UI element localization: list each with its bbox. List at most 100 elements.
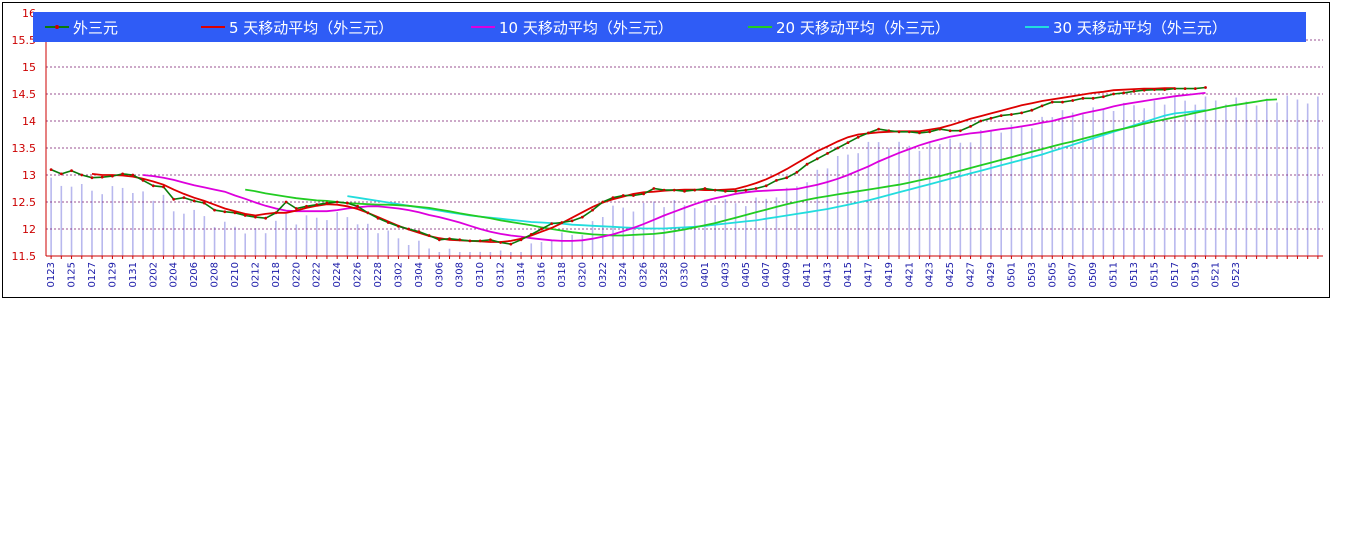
x-tick-label: 0401 [700, 262, 711, 287]
price-point [100, 175, 104, 179]
price-point [621, 194, 625, 197]
price-point [1132, 89, 1136, 93]
x-tick-label: 0519 [1190, 262, 1201, 287]
x-tick-label: 0212 [250, 262, 261, 287]
price-point [1061, 100, 1064, 104]
price-point [488, 238, 492, 242]
legend-background [33, 12, 1306, 42]
x-tick-label: 0423 [925, 262, 936, 287]
price-point [754, 187, 758, 190]
price-point [570, 219, 574, 223]
price-point [958, 129, 962, 133]
x-tick-label: 0306 [434, 262, 445, 287]
price-point [591, 208, 594, 212]
price-point [90, 176, 94, 180]
x-tick-label: 0310 [475, 262, 486, 287]
price-point [652, 187, 656, 190]
price-point [131, 173, 135, 177]
price-point [182, 196, 186, 200]
price-point [1183, 87, 1187, 90]
x-tick-label: 0129 [107, 262, 118, 287]
x-tick-label: 0523 [1231, 262, 1242, 287]
price-point [744, 188, 748, 192]
chart-frame: 11.5 12 12.5 13 13.5 14 14.5 15 15.5 16 0123 0125 0… [2, 2, 1330, 298]
price-point [1204, 86, 1207, 89]
price-point [918, 131, 921, 135]
price-point [458, 238, 462, 242]
axes [45, 13, 1323, 259]
price-point [1020, 111, 1024, 115]
x-tick-label: 0419 [884, 262, 895, 287]
price-point [580, 215, 584, 219]
x-tick-label: 0316 [536, 262, 547, 287]
price-point [397, 224, 400, 228]
price-point [111, 174, 114, 178]
price-point [499, 241, 503, 244]
x-tick-label: 0507 [1068, 262, 1079, 287]
x-tick-label: 0501 [1006, 262, 1017, 287]
x-tick-label: 0224 [332, 262, 343, 287]
x-tick-label: 0505 [1047, 262, 1058, 287]
price-point [49, 168, 53, 172]
x-tick-label: 0427 [966, 262, 977, 287]
price-point [723, 189, 727, 193]
y-tick-labels: 11.5 12 12.5 13 13.5 14 14.5 15 15.5 16 [12, 7, 37, 263]
series-line-ma5 [91, 87, 1175, 243]
price-point [540, 227, 543, 231]
price-point [151, 184, 155, 188]
x-tick-label: 0405 [741, 262, 752, 287]
y-tick-label: 16 [22, 7, 36, 20]
price-point [233, 211, 237, 215]
price-point [969, 125, 972, 128]
price-point [764, 184, 768, 188]
x-tick-label: 0222 [312, 262, 323, 287]
price-point [734, 189, 737, 193]
price-point [560, 221, 564, 224]
legend-label-ma30: 30 天移动平均（外三元） [1053, 19, 1227, 37]
price-point [1122, 91, 1126, 95]
x-tick-label: 0131 [128, 262, 139, 287]
x-tick-labels: 0123 0125 0127 0129 0131 0202 0204 0206 0208 0210… [46, 262, 1242, 287]
legend-label-price: 外三元 [73, 19, 118, 37]
x-tick-label: 0417 [863, 262, 874, 287]
x-tick-label: 0330 [680, 262, 691, 287]
x-tick-label: 0513 [1129, 262, 1140, 287]
price-point [243, 214, 247, 217]
x-tick-label: 0210 [230, 262, 241, 287]
x-tick-label: 0413 [823, 262, 834, 287]
price-point [611, 196, 615, 200]
x-tick-label: 0123 [46, 262, 57, 287]
x-tick-label: 0125 [67, 262, 78, 287]
grid-lines [46, 39, 1323, 230]
price-point [162, 185, 165, 189]
x-tick-label: 0407 [761, 262, 772, 287]
series-line-ma20 [245, 98, 1278, 237]
price-point [866, 131, 870, 135]
legend-label-ma5: 5 天移动平均（外三元） [229, 19, 393, 37]
x-tick-label: 0208 [210, 262, 221, 287]
price-point [775, 179, 778, 182]
price-point [274, 211, 278, 215]
price-point [376, 216, 380, 220]
price-point [795, 170, 799, 174]
y-tick-label: 14 [22, 115, 36, 128]
price-point [70, 169, 73, 173]
price-point [294, 207, 298, 210]
x-tick-label: 0312 [496, 262, 507, 287]
price-point [642, 192, 646, 196]
price-point [948, 129, 952, 133]
price-point [897, 130, 901, 134]
price-point [662, 188, 666, 192]
price-point [672, 188, 676, 192]
price-point [1071, 99, 1075, 102]
x-tick-label: 0503 [1027, 262, 1038, 287]
price-point [223, 210, 227, 214]
price-point [315, 203, 319, 207]
x-tick-label: 0228 [373, 262, 384, 287]
price-point [999, 114, 1003, 117]
price-point [1050, 100, 1054, 104]
price-point [785, 176, 789, 180]
x-tick-label: 0409 [782, 262, 793, 287]
price-point [1101, 95, 1105, 99]
